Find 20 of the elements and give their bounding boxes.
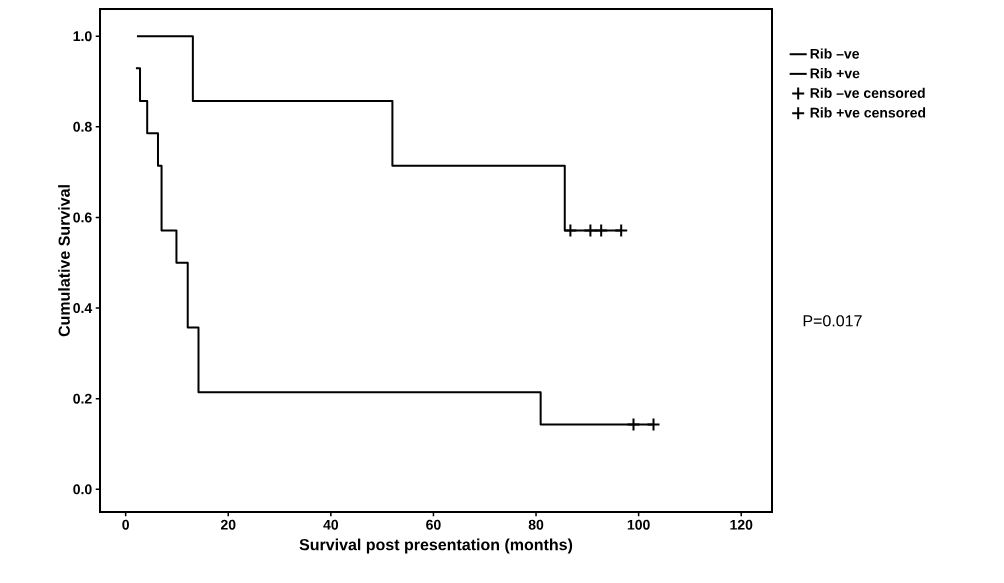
text: P=0.017 <box>803 315 862 327</box>
x-tick-label: 40 <box>323 519 339 530</box>
y-tick-label: 0.4 <box>73 303 93 314</box>
x-tick-label: 0 <box>122 519 129 530</box>
y-tick-label: 1.0 <box>73 31 92 42</box>
x-tick-label: 60 <box>426 519 441 530</box>
legend-label: Rib +ve censored <box>810 107 926 118</box>
legend-label: Rib –ve censored <box>810 87 925 98</box>
y-tick-label: 0.6 <box>73 212 92 223</box>
x-tick-label: 80 <box>528 519 544 530</box>
legend-label: Rib +ve <box>810 68 860 79</box>
y-tick-label: 0.2 <box>73 393 92 404</box>
x-axis-title: Survival post presentation (months) <box>299 538 573 554</box>
y-tick-label: 0.0 <box>73 484 92 495</box>
y-tick-label: 0.8 <box>73 121 92 132</box>
legend-label: Rib –ve <box>810 48 860 59</box>
x-tick-label: 120 <box>730 519 753 530</box>
x-tick-label: 20 <box>220 519 236 530</box>
y-axis-title: Cumulative Survival <box>58 185 70 337</box>
x-tick-label: 100 <box>627 519 650 530</box>
